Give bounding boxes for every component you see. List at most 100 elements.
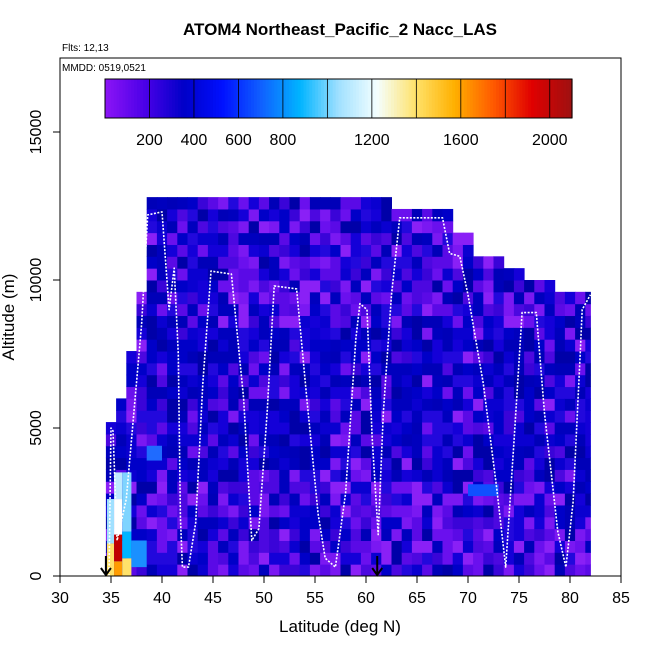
heatmap-cell — [554, 457, 566, 470]
heatmap-cell — [289, 433, 301, 447]
heatmap-cell — [503, 552, 515, 565]
heatmap-cell — [473, 303, 484, 317]
heatmap-cell — [207, 208, 219, 222]
heatmap-cell — [197, 197, 209, 210]
heatmap-cell — [146, 362, 158, 376]
heatmap-cell — [131, 540, 147, 568]
heatmap-cell — [299, 481, 311, 494]
heatmap-cell — [258, 386, 270, 399]
heatmap-cell — [248, 457, 260, 470]
heatmap-cell — [442, 386, 454, 399]
heatmap-cell — [207, 351, 219, 364]
heatmap-cell — [452, 351, 464, 364]
heatmap-cell — [462, 339, 474, 352]
heatmap-cell — [187, 327, 199, 340]
heatmap-cell — [167, 410, 178, 423]
heatmap-cell — [371, 469, 382, 482]
heatmap-cell — [207, 504, 219, 518]
heatmap-cell — [289, 244, 301, 257]
heatmap-cell — [401, 481, 413, 494]
heatmap-cell — [391, 516, 403, 530]
heatmap-cell — [330, 469, 341, 482]
heatmap-cell — [279, 220, 290, 234]
heatmap-cell — [503, 564, 515, 576]
heatmap-cell — [126, 528, 137, 541]
heatmap-cell — [452, 481, 464, 494]
heatmap-cell — [279, 339, 290, 352]
heatmap-cell — [493, 327, 505, 340]
heatmap-cell — [544, 339, 556, 352]
heatmap-cell — [238, 327, 250, 340]
heatmap-cell — [299, 386, 311, 399]
heatmap-cell — [156, 327, 168, 340]
heatmap-cell — [493, 410, 505, 423]
heatmap-cell — [187, 256, 199, 269]
heatmap-cell — [228, 493, 239, 506]
heatmap-cell — [371, 374, 382, 388]
heatmap-cell — [330, 493, 341, 506]
heatmap-cell — [126, 362, 137, 376]
colorbar-swatch — [469, 79, 474, 118]
colorbar-swatch — [172, 79, 176, 118]
heatmap-cell — [544, 291, 556, 305]
heatmap-cell — [473, 280, 484, 293]
heatmap-cell — [432, 268, 443, 281]
heatmap-cell — [462, 374, 474, 388]
heatmap-cell — [248, 374, 260, 388]
heatmap-cell — [401, 552, 413, 565]
colorbar-swatch — [110, 79, 115, 118]
heatmap-cell — [483, 433, 494, 447]
colorbar-swatch — [283, 79, 287, 118]
heatmap-cell — [350, 280, 362, 293]
heatmap-cell — [238, 244, 250, 257]
heatmap-cell — [432, 220, 443, 234]
heatmap-cell — [350, 552, 362, 565]
heatmap-cell — [207, 528, 219, 541]
heatmap-cell — [258, 481, 270, 494]
heatmap-cell — [350, 208, 362, 222]
heatmap-cell — [452, 493, 464, 506]
colorbar-tick-label: 1600 — [443, 132, 479, 149]
heatmap-cell — [381, 232, 392, 245]
colorbar-swatch — [212, 79, 217, 118]
heatmap-cell — [554, 552, 566, 565]
heatmap-cell — [309, 398, 321, 411]
heatmap-cell — [309, 197, 321, 210]
heatmap-cell — [279, 410, 290, 423]
heatmap-cell — [473, 410, 484, 423]
heatmap-cell — [136, 528, 148, 541]
heatmap-cell — [534, 291, 545, 305]
heatmap-cell — [340, 374, 352, 388]
heatmap-cell — [156, 280, 168, 293]
heatmap-cell — [187, 422, 199, 435]
heatmap-cell — [299, 315, 311, 328]
colorbar-swatch — [315, 79, 319, 118]
heatmap-cell — [360, 398, 372, 411]
heatmap-cell — [146, 268, 158, 281]
heatmap-cell — [218, 374, 229, 388]
heatmap-cell — [391, 540, 403, 553]
heatmap-cell — [371, 291, 382, 305]
heatmap-cell — [360, 232, 372, 245]
heatmap-cell — [442, 208, 454, 222]
heatmap-cell — [289, 280, 301, 293]
heatmap-cell — [544, 504, 556, 518]
heatmap-cell — [156, 351, 168, 364]
heatmap-cell — [320, 303, 331, 317]
heatmap-cell — [360, 422, 372, 435]
heatmap-cell — [524, 280, 535, 293]
heatmap-cell — [146, 256, 158, 269]
heatmap-cell — [187, 552, 199, 565]
heatmap-cell — [116, 422, 127, 435]
down-arrow-marker — [371, 556, 384, 577]
heatmap-cell — [320, 540, 331, 553]
heatmap-cell — [238, 493, 250, 506]
heatmap-cell — [167, 422, 178, 435]
heatmap-cell — [432, 386, 443, 399]
heatmap-cell — [513, 469, 525, 482]
heatmap-cell — [544, 410, 556, 423]
heatmap-cell — [381, 197, 392, 210]
heatmap-cell — [391, 469, 403, 482]
heatmap-cell — [462, 327, 474, 340]
heatmap-cell — [462, 552, 474, 565]
